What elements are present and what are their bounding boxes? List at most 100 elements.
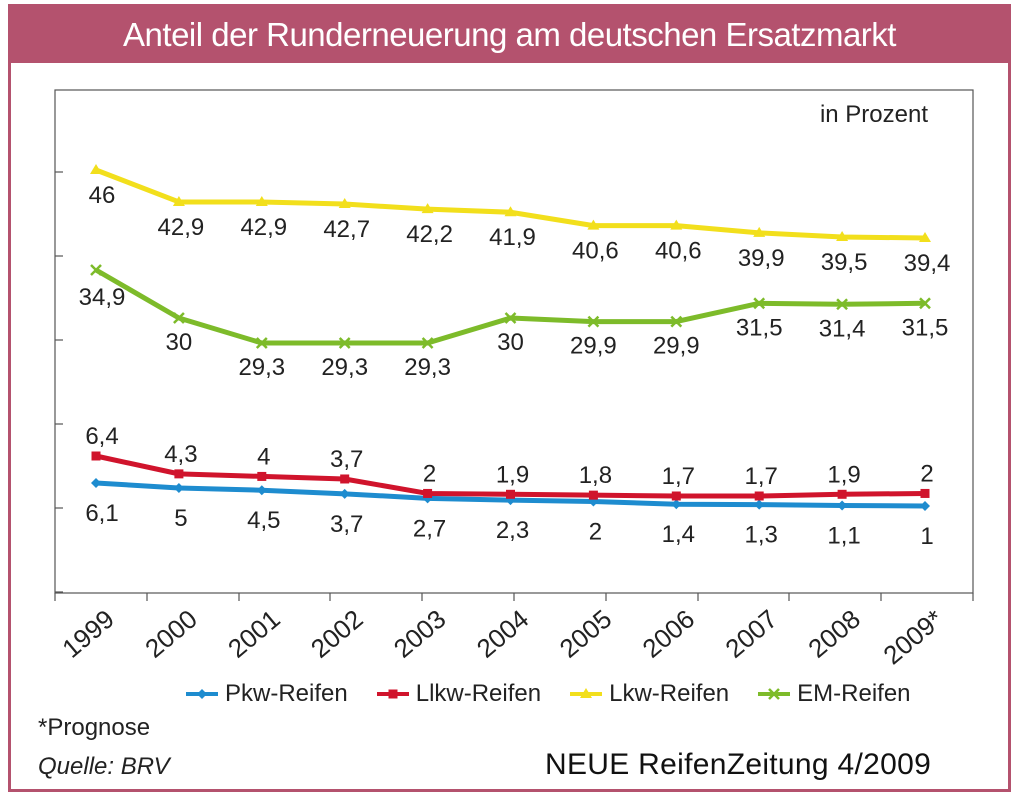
data-label-llkw-reifen-2000: 4,3 (164, 441, 197, 468)
data-label-llkw-reifen-1999: 6,4 (85, 423, 118, 450)
data-point-llkw-reifen-2003 (423, 488, 433, 498)
data-label-pkw-reifen-2008: 1,1 (827, 523, 860, 550)
data-label-llkw-reifen-2007: 1,7 (745, 463, 778, 490)
data-point-lkw-reifen-2001 (255, 195, 268, 206)
data-label-lkw-reifen-2002: 42,7 (323, 216, 370, 243)
x-tick-label-2005: 2005 (554, 604, 618, 664)
chart-title: Anteil der Runderneuerung am deutschen E… (11, 7, 1008, 63)
legend-label-lkw-reifen: Lkw-Reifen (609, 680, 730, 707)
legend-item-pkw-reifen: Pkw-Reifen (185, 680, 348, 708)
data-point-lkw-reifen-2003 (421, 203, 434, 214)
data-label-pkw-reifen-2000: 5 (174, 505, 187, 532)
data-label-pkw-reifen-2003: 2,7 (413, 515, 446, 542)
data-label-llkw-reifen-2003: 2 (423, 460, 436, 487)
x-axis-labels: 1999 2000 2001 2002 2003 2004 2005 2006 2007 2008… (56, 604, 949, 671)
data-label-llkw-reifen-2001: 4 (257, 443, 270, 470)
data-point-em-reifen-1999 (90, 264, 102, 276)
data-point-llkw-reifen-2005 (588, 490, 598, 500)
data-label-llkw-reifen-2009: 2 (920, 460, 933, 487)
data-label-em-reifen-2000: 30 (166, 329, 193, 356)
data-label-lkw-reifen-2001: 42,9 (240, 214, 287, 241)
legend-swatch-lkw-reifen (570, 688, 603, 698)
data-label-pkw-reifen-2009: 1 (920, 523, 933, 550)
data-label-em-reifen-2002: 29,3 (321, 354, 368, 381)
data-point-llkw-reifen-2000 (174, 469, 184, 479)
data-point-em-reifen-2007 (753, 297, 766, 310)
data-point-llkw-reifen-1999 (91, 451, 101, 461)
legend-item-em-reifen: EM-Reifen (757, 680, 911, 708)
data-label-pkw-reifen-1999: 6,1 (85, 500, 118, 527)
series-pkw-reifen: 6,1 5 4,5 3,7 2,7 2,3 2 1,4 1,3 1,1 1 (85, 478, 934, 550)
data-point-llkw-reifen-2002 (340, 474, 350, 484)
plot-area (54, 89, 974, 594)
legend-item-lkw-reifen: Lkw-Reifen (569, 680, 729, 708)
x-tick-label-2006: 2006 (637, 604, 701, 664)
data-label-lkw-reifen-2008: 39,5 (821, 249, 868, 276)
x-tick-label-2002: 2002 (305, 604, 369, 664)
series-lkw-reifen: 46 42,9 42,9 42,7 42,2 41,9 40,6 40,6 39,9 39,5 39… (89, 164, 951, 277)
data-point-em-reifen-2002 (338, 337, 351, 349)
unit-label: in Prozent (820, 101, 928, 128)
x-tick-label-2004: 2004 (471, 604, 535, 664)
x-axis-ticks (54, 593, 974, 601)
data-point-llkw-reifen-2008 (837, 489, 847, 499)
legend-label-em-reifen: EM-Reifen (797, 680, 911, 707)
legend-label-llkw-reifen: Llkw-Reifen (415, 680, 542, 707)
data-point-llkw-reifen-2004 (506, 489, 515, 499)
data-label-em-reifen-2004: 30 (497, 329, 524, 356)
series-layer: 6,1 5 4,5 3,7 2,7 2,3 2 1,4 1,3 1,1 1 6,4 4,3 4 3,7 2 1,… (79, 164, 951, 550)
data-label-llkw-reifen-2005: 1,8 (579, 462, 612, 489)
data-label-em-reifen-2007: 31,5 (736, 314, 783, 341)
data-label-lkw-reifen-2000: 42,9 (158, 214, 205, 241)
data-point-em-reifen-2006 (670, 315, 683, 328)
data-label-em-reifen-2003: 29,3 (404, 354, 451, 381)
data-point-lkw-reifen-2007 (753, 226, 766, 237)
data-point-em-reifen-2000 (173, 312, 185, 324)
data-point-pkw-reifen-2007 (754, 499, 765, 510)
x-tick-label-2009: 2009* (878, 604, 949, 671)
data-label-pkw-reifen-2005: 2 (589, 518, 602, 545)
x-tick-label-2008: 2008 (802, 604, 866, 664)
source-note: Quelle: BRV (38, 753, 170, 780)
data-label-em-reifen-1999: 34,9 (79, 284, 126, 311)
x-tick-label-2001: 2001 (222, 604, 286, 664)
data-point-pkw-reifen-2009 (920, 501, 930, 511)
data-point-em-reifen-2003 (421, 337, 434, 349)
data-point-lkw-reifen-2005 (587, 219, 600, 230)
x-tick-label-1999: 1999 (56, 604, 120, 664)
data-point-em-reifen-2008 (836, 298, 848, 311)
data-point-llkw-reifen-2001 (257, 471, 267, 481)
data-label-pkw-reifen-2001: 4,5 (247, 507, 280, 534)
data-point-lkw-reifen-2009 (919, 232, 931, 242)
data-point-pkw-reifen-2002 (339, 488, 350, 499)
data-label-lkw-reifen-2005: 40,6 (572, 238, 619, 265)
legend-item-llkw-reifen: Llkw-Reifen (376, 680, 541, 708)
x-tick-label-2000: 2000 (139, 604, 203, 664)
y-axis-ticks (55, 171, 63, 593)
data-label-llkw-reifen-2002: 3,7 (330, 446, 363, 473)
data-point-pkw-reifen-2008 (837, 500, 848, 511)
data-label-llkw-reifen-2008: 1,9 (827, 461, 860, 488)
data-point-lkw-reifen-2002 (338, 198, 351, 208)
data-label-lkw-reifen-2009: 39,4 (904, 250, 951, 277)
data-label-pkw-reifen-2007: 1,3 (745, 522, 778, 549)
legend: Pkw-Reifen Llkw-Reifen Lkw-Reifen EM-Reifen (185, 680, 911, 708)
x-tick-label-2007: 2007 (719, 604, 783, 664)
data-label-pkw-reifen-2002: 3,7 (330, 511, 363, 538)
data-point-em-reifen-2001 (255, 337, 268, 349)
data-label-lkw-reifen-2004: 41,9 (489, 224, 536, 251)
data-point-pkw-reifen-2000 (173, 482, 184, 493)
data-point-lkw-reifen-2000 (172, 195, 185, 206)
data-label-llkw-reifen-2006: 1,7 (662, 463, 695, 490)
data-label-em-reifen-2005: 29,9 (570, 333, 617, 360)
data-label-em-reifen-2006: 29,9 (653, 333, 700, 360)
data-label-em-reifen-2008: 31,4 (819, 315, 866, 342)
data-label-em-reifen-2009: 31,5 (902, 314, 949, 341)
data-label-lkw-reifen-2006: 40,6 (655, 238, 702, 265)
legend-swatch-llkw-reifen (376, 689, 409, 699)
data-label-lkw-reifen-1999: 46 (89, 182, 116, 209)
data-point-llkw-reifen-2006 (671, 491, 681, 501)
data-point-lkw-reifen-2006 (670, 219, 683, 230)
data-point-em-reifen-2009 (919, 297, 931, 310)
